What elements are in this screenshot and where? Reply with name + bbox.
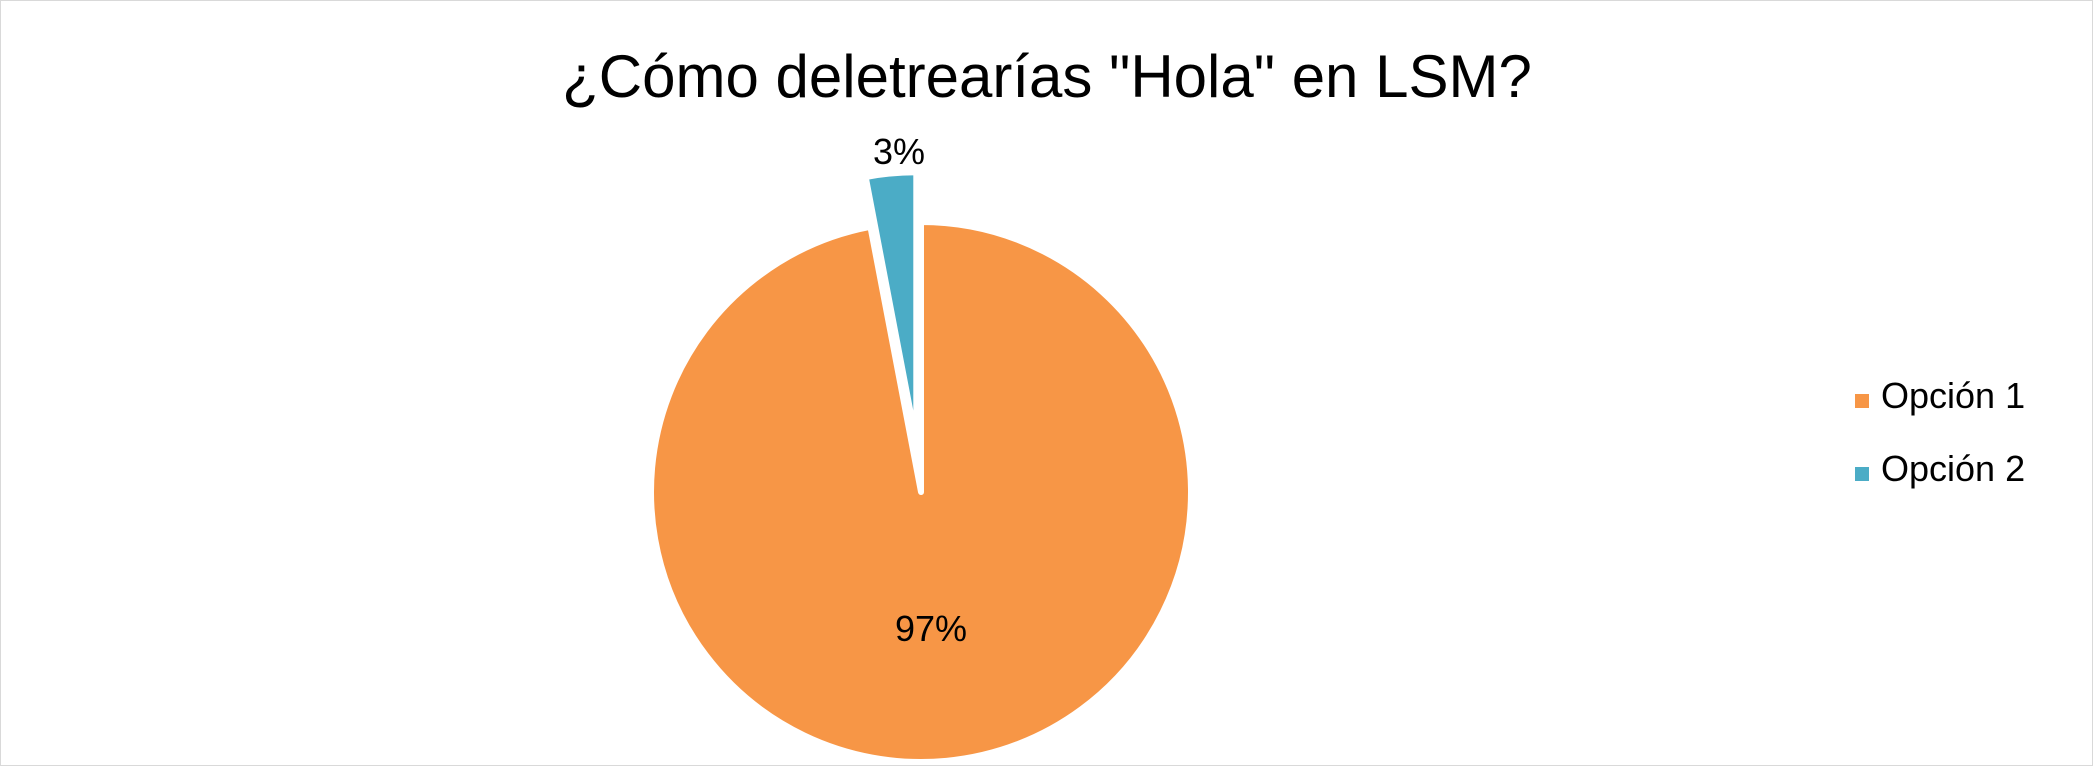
legend-swatch-2 <box>1855 467 1869 481</box>
legend-label-1: Opción 1 <box>1881 375 2025 416</box>
legend-swatch-1 <box>1855 394 1869 408</box>
pie-slices <box>648 169 1194 765</box>
legend: Opción 1 Opción 2 <box>1855 375 2025 489</box>
chart-title: ¿Cómo deletrearías "Hola" en LSM? <box>562 43 1532 110</box>
pie-slice-1 <box>648 219 1194 765</box>
pie-slice-2 <box>862 169 920 446</box>
legend-label-2: Opción 2 <box>1881 448 2025 489</box>
data-labels: 97% 3% <box>873 131 967 649</box>
data-label-2: 3% <box>873 131 925 172</box>
data-label-1: 97% <box>895 608 967 649</box>
